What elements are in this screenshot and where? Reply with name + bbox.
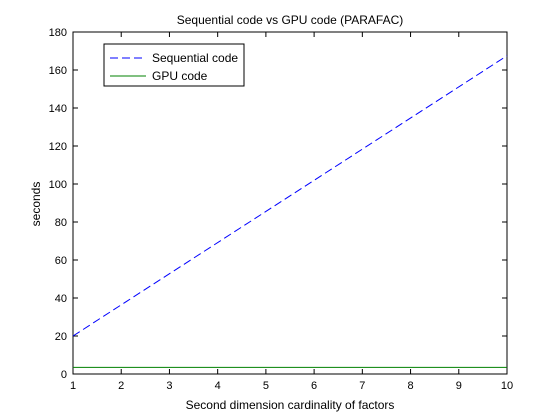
- y-tick-label: 120: [49, 141, 67, 153]
- x-tick-label: 4: [215, 380, 221, 392]
- legend: Sequential code GPU code: [103, 43, 245, 87]
- x-axis-label: Second dimension cardinality of factors: [186, 398, 395, 412]
- y-tick-label: 100: [49, 179, 67, 191]
- x-tick-label: 9: [456, 380, 462, 392]
- y-tick-label: 160: [49, 65, 67, 77]
- x-tick-label: 7: [359, 380, 365, 392]
- y-axis-ticks: 0 20 40 60 80 100 120 140 160 180: [49, 27, 507, 381]
- series-line-1: [72, 55, 508, 337]
- y-tick-label: 0: [61, 369, 67, 381]
- y-tick-label: 40: [55, 293, 67, 305]
- legend-box: [103, 43, 245, 87]
- y-axis-label: seconds: [29, 182, 43, 227]
- x-tick-label: 5: [263, 380, 269, 392]
- series-layer: [72, 55, 508, 368]
- x-tick-label: 8: [407, 380, 413, 392]
- legend-label-2: GPU code: [152, 69, 208, 83]
- y-tick-label: 180: [49, 27, 67, 39]
- plot-area: [72, 31, 508, 375]
- x-tick-label: 2: [118, 380, 124, 392]
- y-tick-label: 140: [49, 103, 67, 115]
- x-tick-label: 6: [311, 380, 317, 392]
- y-tick-label: 60: [55, 255, 67, 267]
- legend-label-1: Sequential code: [152, 51, 238, 65]
- chart-title: Sequential code vs GPU code (PARAFAC): [177, 13, 404, 27]
- y-tick-label: 80: [55, 217, 67, 229]
- x-tick-label: 1: [70, 380, 76, 392]
- y-tick-label: 20: [55, 331, 67, 343]
- x-tick-label: 10: [501, 380, 513, 392]
- x-tick-label: 3: [166, 380, 172, 392]
- x-axis-ticks: 1 2 3 4 5 6 7 8 9 10: [70, 32, 513, 392]
